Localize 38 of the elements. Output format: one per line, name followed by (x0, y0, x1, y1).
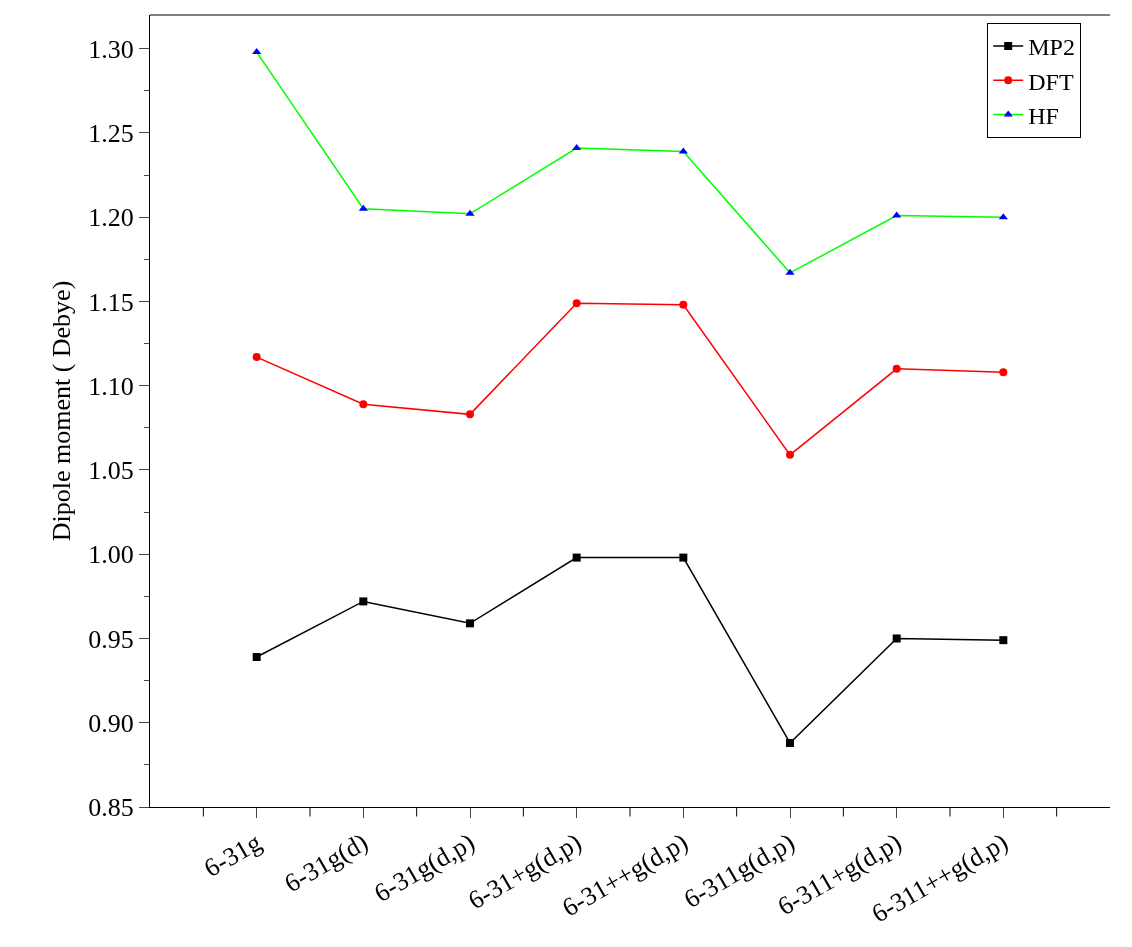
point (999, 636, 1008, 645)
point (785, 268, 795, 275)
point (466, 410, 474, 419)
y-tick-label: 0.90 (88, 708, 134, 738)
y-tick-label: 1.25 (88, 119, 134, 149)
point (466, 619, 474, 628)
point (679, 553, 688, 562)
point (786, 450, 794, 459)
point (252, 48, 262, 55)
y-tick-label: 1.20 (88, 203, 134, 233)
y-tick-label: 0.85 (88, 793, 134, 823)
y-tick-label: 1.30 (88, 34, 134, 64)
point (892, 364, 901, 373)
y-tick-label: 1.10 (88, 371, 134, 401)
point (892, 634, 901, 643)
point (358, 204, 368, 211)
y-axis-title: Dipole moment ( Debye) (46, 280, 76, 542)
point (892, 211, 902, 218)
point (786, 738, 794, 747)
point (572, 144, 582, 151)
point (359, 400, 368, 409)
point (252, 653, 261, 662)
legend-label: MP2 (1028, 34, 1075, 61)
point (998, 213, 1008, 220)
y-tick-label: 1.05 (88, 456, 134, 486)
point (679, 300, 688, 309)
legend-label: DFT (1028, 68, 1074, 95)
point (465, 209, 475, 216)
point (572, 299, 581, 308)
x-tick-label: 6-31g (199, 827, 267, 883)
y-tick-label: 1.15 (88, 287, 134, 317)
y-tick-label: 1.00 (88, 540, 134, 570)
y-tick-label: 0.95 (88, 624, 134, 654)
point (252, 353, 261, 362)
legend-label: HF (1028, 102, 1059, 129)
point (359, 597, 368, 606)
point (572, 553, 581, 562)
point (999, 368, 1008, 377)
